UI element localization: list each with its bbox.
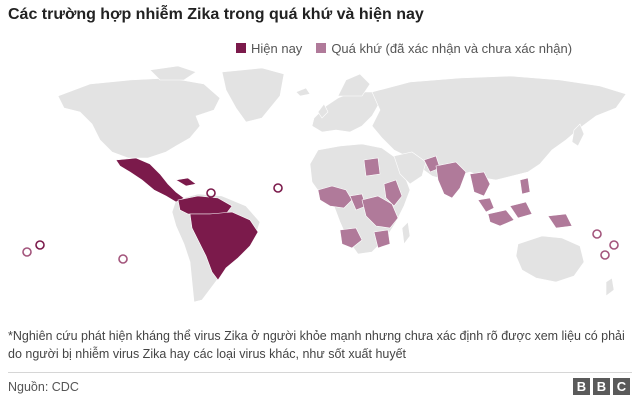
past-west-africa — [317, 185, 353, 209]
legend-item-current: Hiện nay — [236, 41, 302, 56]
past-india — [435, 161, 467, 199]
logo-letter-b2: B — [593, 378, 610, 395]
land-canada-islands — [149, 65, 197, 81]
past-indonesia-1 — [487, 209, 515, 227]
marker-hawaii-past — [22, 247, 32, 257]
current-brazil — [189, 211, 259, 281]
source-credit: Nguồn: CDC — [8, 380, 79, 394]
legend-item-past: Quá khứ (đã xác nhận và chưa xác nhận) — [316, 41, 572, 56]
past-indochina — [469, 171, 491, 197]
past-indonesia-2 — [509, 201, 533, 219]
past-philippines — [519, 177, 531, 195]
marker-hawaii-current — [35, 240, 45, 250]
legend-swatch-past — [316, 43, 327, 53]
land-iceland — [295, 87, 311, 97]
land-scandinavia — [337, 73, 371, 97]
land-greenland — [221, 67, 285, 123]
land-base — [57, 65, 627, 303]
land-arabia — [393, 151, 427, 185]
land-europe — [311, 91, 381, 133]
footnote: *Nghiên cứu phát hiện kháng thể virus Zi… — [8, 329, 625, 361]
past-tanzania — [373, 229, 391, 249]
past-new-guinea — [547, 213, 573, 229]
current-mexico — [115, 157, 185, 203]
past-regions — [317, 155, 573, 249]
logo-letter-b1: B — [573, 378, 590, 395]
land-asia — [371, 75, 627, 181]
marker-pacific-1 — [592, 229, 602, 239]
island-markers — [22, 183, 619, 264]
land-new-zealand — [605, 277, 615, 297]
legend-swatch-current — [236, 43, 246, 53]
marker-cape-verde — [273, 183, 283, 193]
map-title: Các trường hợp nhiễm Zika trong quá khứ … — [8, 6, 424, 23]
marker-pacific-2 — [609, 240, 619, 250]
divider — [8, 372, 632, 373]
marker-caribbean-past — [206, 188, 216, 198]
past-angola — [339, 227, 363, 249]
past-central-africa — [361, 195, 399, 229]
past-malaysia — [477, 197, 495, 213]
bbc-logo: B B C — [573, 378, 630, 395]
land-madagascar — [401, 221, 411, 245]
land-north-america — [57, 77, 221, 159]
logo-letter-c: C — [613, 378, 630, 395]
land-uk — [317, 103, 329, 119]
marker-easter-island — [118, 254, 128, 264]
legend-label-past: Quá khứ (đã xác nhận và chưa xác nhận) — [331, 40, 573, 56]
past-east-africa — [383, 179, 403, 207]
land-japan — [571, 123, 585, 147]
past-egypt — [363, 157, 381, 177]
marker-pacific-3 — [600, 250, 610, 260]
land-australia — [515, 235, 585, 283]
legend: Hiện nay Quá khứ (đã xác nhận và chưa xá… — [236, 40, 586, 56]
world-map — [22, 65, 627, 303]
current-caribbean — [175, 177, 197, 187]
legend-label-current: Hiện nay — [251, 40, 303, 56]
current-regions — [115, 157, 259, 281]
